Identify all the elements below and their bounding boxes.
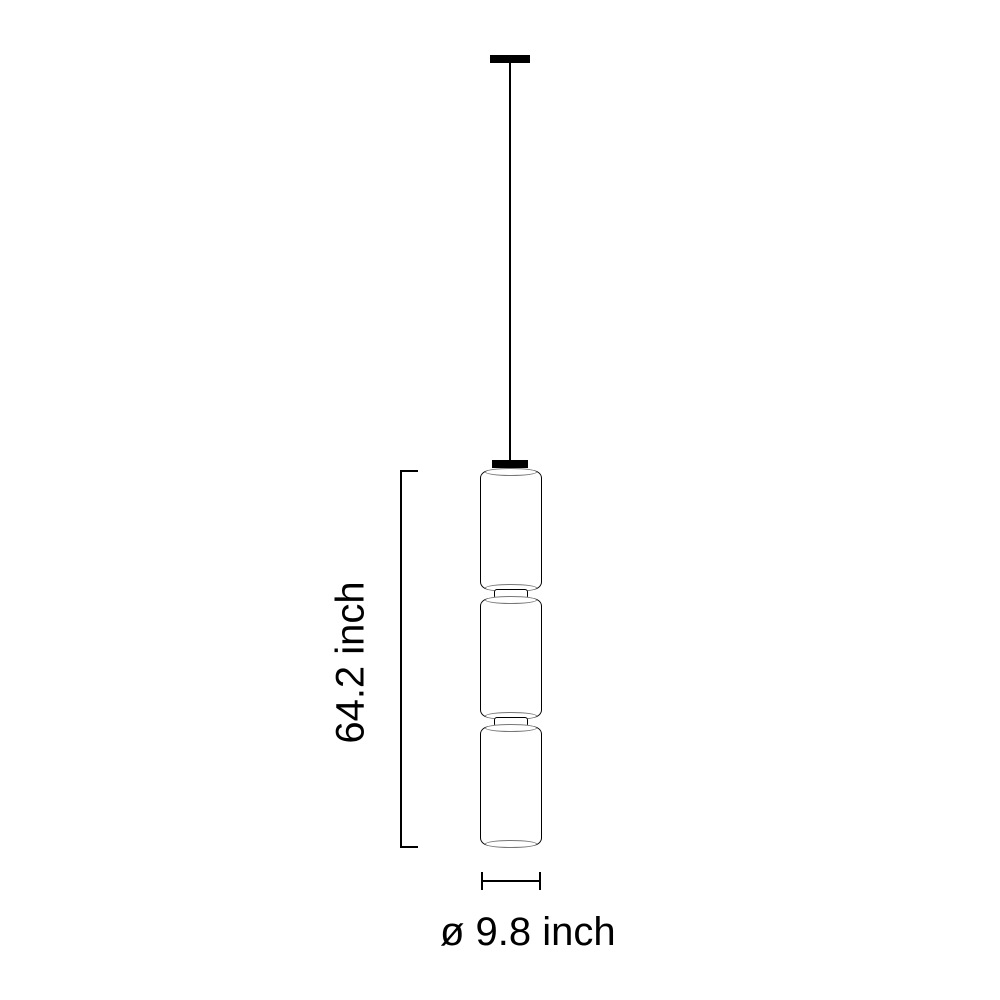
- width-dimension-tick-right: [539, 872, 541, 890]
- glass-module-3: [480, 726, 542, 846]
- width-dimension-line: [481, 880, 541, 882]
- dimension-diagram: 64.2 inch ø 9.8 inch: [0, 0, 1000, 1000]
- height-dimension-label: 64.2 inch: [329, 581, 374, 743]
- height-dimension-line: [400, 470, 402, 848]
- width-dimension-tick-left: [481, 872, 483, 890]
- glass-module-2: [480, 598, 542, 718]
- suspension-cord: [509, 63, 511, 460]
- height-dimension-tick-top: [400, 470, 418, 472]
- fixture-top-cap: [492, 460, 528, 468]
- width-dimension-label: ø 9.8 inch: [440, 910, 616, 955]
- glass-module-1: [480, 470, 542, 590]
- ceiling-mount: [490, 55, 530, 63]
- height-dimension-tick-bottom: [400, 846, 418, 848]
